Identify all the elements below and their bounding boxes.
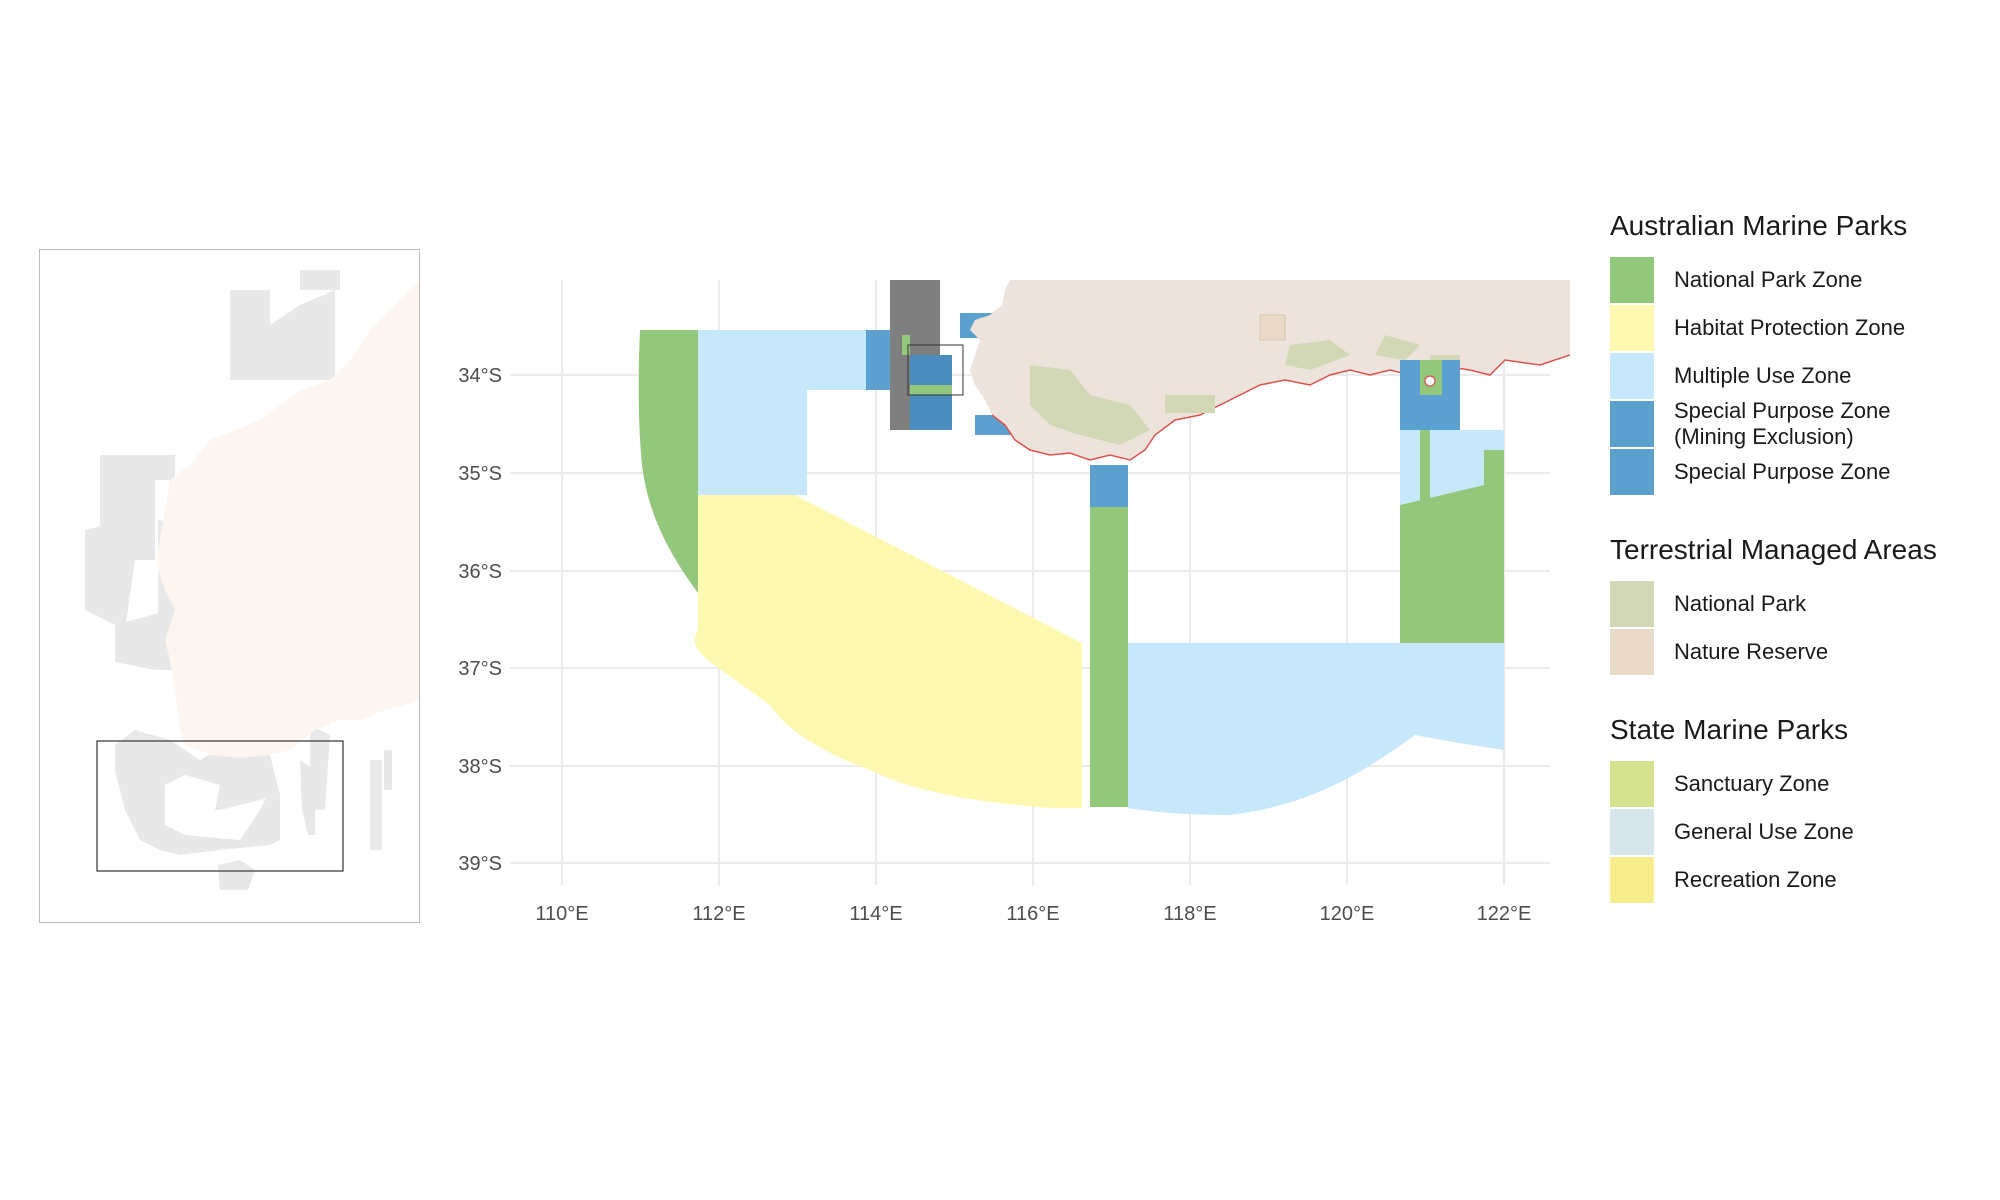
- zone-special-purpose-leeuwin: [866, 330, 894, 390]
- legend-item: Nature Reserve: [1610, 628, 1990, 676]
- legend-title: Terrestrial Managed Areas: [1610, 534, 1937, 565]
- legend-label: Sanctuary Zone: [1674, 771, 1830, 796]
- legend-swatch: [1610, 257, 1654, 303]
- legend-item: Habitat Protection Zone: [1610, 304, 1990, 352]
- svg-text:114°E: 114°E: [849, 903, 902, 925]
- legend-label: Habitat Protection Zone: [1674, 315, 1906, 340]
- legend-label: National Park: [1674, 591, 1807, 616]
- legend-item: Recreation Zone: [1610, 856, 1990, 904]
- legend-swatch: [1610, 761, 1654, 807]
- svg-text:118°E: 118°E: [1163, 903, 1216, 925]
- legend-swatch: [1610, 353, 1654, 399]
- legend-swatch: [1610, 305, 1654, 351]
- legend-swatch: [1610, 809, 1654, 855]
- legend-label: National Park Zone: [1674, 267, 1863, 292]
- zone-multiple-use-nw: [698, 330, 885, 495]
- legend-group-terrestrial-managed-areas: Terrestrial Managed Areas National Park …: [1610, 534, 1990, 676]
- legend: Australian Marine Parks National Park Zo…: [1610, 210, 1990, 942]
- zone-habitat-protection: [694, 495, 1082, 808]
- legend-item: National Park Zone: [1610, 256, 1990, 304]
- svg-text:122°E: 122°E: [1477, 903, 1532, 925]
- legend-swatch: [1610, 401, 1654, 447]
- y-axis-labels: 34°S 35°S 36°S 37°S 38°S 39°S: [458, 365, 502, 875]
- legend-swatch: [1610, 857, 1654, 903]
- inset-landmass: [158, 280, 419, 758]
- legend-label: Multiple Use Zone: [1674, 363, 1852, 388]
- zone-national-park-east: [1400, 450, 1504, 643]
- inset-map-svg: [85, 270, 419, 890]
- legend-item: Sanctuary Zone: [1610, 760, 1990, 808]
- svg-text:36°S: 36°S: [458, 561, 502, 583]
- legend-swatch: [1610, 449, 1654, 495]
- legend-label: Nature Reserve: [1674, 639, 1829, 664]
- legend-item: Special Purpose Zone: [1610, 448, 1990, 496]
- legend-item: General Use Zone: [1610, 808, 1990, 856]
- svg-text:35°S: 35°S: [458, 463, 502, 485]
- zone-special-purpose-albany: [1090, 465, 1128, 507]
- legend-item: National Park: [1610, 580, 1990, 628]
- svg-text:34°S: 34°S: [458, 365, 502, 387]
- legend-group-state-marine-parks: State Marine Parks Sanctuary Zone Genera…: [1610, 714, 1990, 904]
- legend-swatch: [1610, 629, 1654, 675]
- legend-label: Special Purpose Zone: [1674, 459, 1891, 484]
- svg-text:38°S: 38°S: [458, 756, 502, 778]
- zone-national-park-strip: [1090, 507, 1128, 807]
- svg-text:39°S: 39°S: [458, 853, 502, 875]
- legend-label: General Use Zone: [1674, 819, 1854, 844]
- main-map: 34°S 35°S 36°S 37°S 38°S 39°S 110°E 112°…: [430, 275, 1571, 925]
- legend-item: Multiple Use Zone: [1610, 352, 1990, 400]
- inset-locator-map: [39, 249, 420, 923]
- legend-title: Australian Marine Parks: [1610, 210, 1908, 241]
- inset-region-box: [96, 740, 344, 872]
- legend-swatch: [1610, 581, 1654, 627]
- legend-label: Special Purpose Zone (Mining Exclusion): [1674, 398, 1891, 449]
- x-axis-labels: 110°E 112°E 114°E 116°E 118°E 120°E 122°…: [535, 903, 1531, 925]
- main-map-svg: 34°S 35°S 36°S 37°S 38°S 39°S 110°E 112°…: [458, 280, 1571, 925]
- svg-text:110°E: 110°E: [535, 903, 588, 925]
- land-national-parks: [1030, 335, 1460, 445]
- legend-label: Recreation Zone: [1674, 867, 1837, 892]
- zone-multiple-use-south: [1128, 643, 1504, 815]
- zone-national-park-west: [638, 330, 698, 593]
- legend-group-australian-marine-parks: Australian Marine Parks National Park Zo…: [1610, 210, 1990, 496]
- legend-title: State Marine Parks: [1610, 714, 1849, 745]
- svg-text:37°S: 37°S: [458, 658, 502, 680]
- svg-text:116°E: 116°E: [1006, 903, 1059, 925]
- legend-item: Special Purpose Zone (Mining Exclusion): [1610, 398, 1990, 449]
- svg-text:120°E: 120°E: [1320, 903, 1375, 925]
- svg-text:112°E: 112°E: [692, 903, 745, 925]
